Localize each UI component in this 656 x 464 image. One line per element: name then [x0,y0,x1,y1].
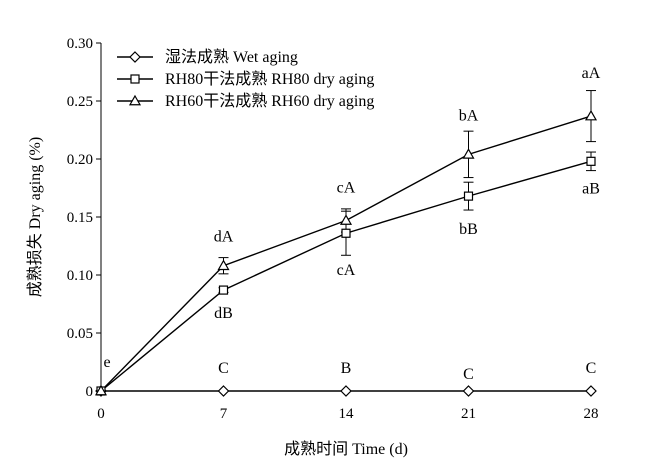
x-tick-label: 7 [220,406,228,422]
point-2-2 [339,214,353,225]
data-label: cA [337,179,356,196]
point-0-2 [340,385,352,397]
y-tick-label: 0.15 [67,210,93,226]
x-tick-label: 14 [339,406,355,422]
y-tick-label: 0.10 [67,268,93,284]
legend-label-1: RH80干法成熟 RH80 dry aging [165,70,374,88]
data-label: bB [459,221,478,238]
series-markers [94,109,598,397]
data-label: C [463,366,474,383]
x-tick-label: 21 [461,406,476,422]
data-label: cA [337,262,356,279]
axes: 0 0.05 0.10 0.15 0.20 0.25 0.30 0 7 14 21 28 [67,36,599,422]
y-tick-label: 0.30 [67,36,93,52]
point-2-0 [94,384,108,396]
point-1-2 [341,228,351,238]
y-tick-label: 0.05 [67,326,93,342]
data-label: aB [582,180,600,197]
legend-label-0: 湿法成熟 Wet aging [165,48,298,66]
error-bars [218,90,596,293]
legend-marker-0 [129,51,141,63]
point-0-1 [217,385,230,397]
data-label: dB [214,305,233,322]
point-0-3 [462,385,475,397]
point-1-3 [463,191,474,201]
x-axis-label: 成熟时间 Time (d) [284,440,408,458]
legend: 湿法成熟 Wet aging RH80干法成熟 RH80 dry aging RH6… [117,48,374,110]
data-label: dA [214,229,234,246]
y-axis-label: 成熟损失 Dry aging (%) [26,137,44,297]
y-tick-label: 0 [86,384,94,400]
x-tick-label: 0 [97,406,105,422]
point-1-1 [218,285,229,295]
significance-labels: e C B C CdB cA bB aB dA cA bA aA [103,65,600,383]
y-tick-label: 0.20 [67,152,93,168]
legend-marker-2 [128,94,142,106]
data-label: B [341,360,352,377]
point-2-3 [462,148,475,159]
legend-marker-1 [130,74,140,84]
point-1-4 [586,156,596,166]
y-tick-label: 0.25 [67,94,93,110]
data-label: e [103,354,110,371]
point-2-4 [584,109,598,121]
legend-label-2: RH60干法成熟 RH60 dry aging [165,92,374,110]
point-0-4 [585,385,597,397]
data-label: C [218,360,229,377]
data-label: C [586,360,597,377]
data-label: bA [459,107,479,124]
data-label: aA [582,65,601,82]
point-2-1 [217,259,230,271]
x-tick-label: 28 [584,406,599,422]
